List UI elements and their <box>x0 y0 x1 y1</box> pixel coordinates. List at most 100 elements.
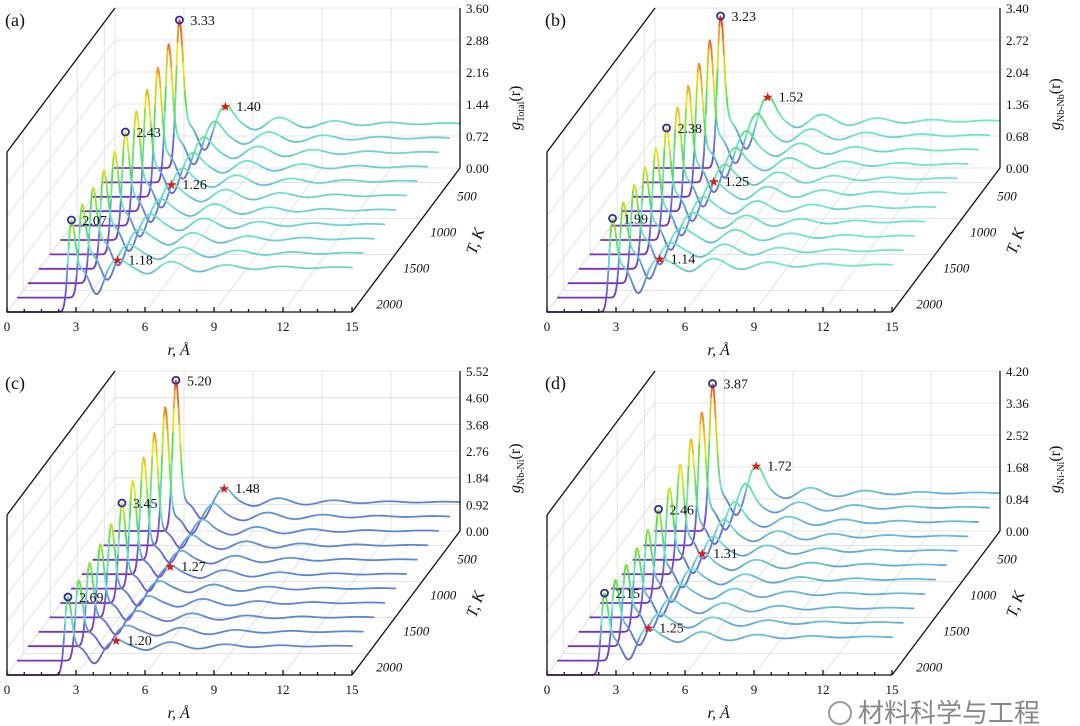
curve-segment <box>158 239 179 246</box>
curve-segment <box>109 601 116 607</box>
curve-segment <box>182 484 185 494</box>
gridline <box>6 103 116 249</box>
curve-segment <box>178 424 182 446</box>
curve-segment <box>107 540 110 558</box>
curve-segment <box>738 148 745 156</box>
curve-segment <box>236 518 250 522</box>
curve-segment <box>783 531 795 538</box>
curve-segment <box>93 590 96 600</box>
T-tick-label: 1500 <box>403 623 430 638</box>
curve-segment <box>693 465 696 481</box>
curve-T500 <box>103 43 451 184</box>
curve-segment <box>769 163 778 170</box>
curve-segment <box>166 558 175 564</box>
curve-segment <box>682 162 686 171</box>
curve-segment <box>270 571 291 575</box>
curve-segment <box>227 105 233 112</box>
curve-segment <box>104 582 108 591</box>
curve-segment <box>697 593 707 599</box>
curve-segment <box>120 502 125 511</box>
curve-segment <box>190 155 194 164</box>
curve-segment <box>661 165 665 187</box>
curve-segment <box>173 549 191 556</box>
curve-segment <box>774 232 812 239</box>
curve-segment <box>714 102 717 116</box>
curve-segment <box>164 85 167 111</box>
curve-segment <box>160 101 164 117</box>
curve-segment <box>785 121 794 128</box>
curve-segment <box>245 526 271 531</box>
curves <box>546 383 1001 676</box>
curve-segment <box>669 261 679 268</box>
curve-segment <box>729 167 736 174</box>
curve-segment <box>150 165 154 180</box>
curve-segment <box>112 537 116 549</box>
curve-segment <box>640 590 644 603</box>
curve-segment <box>265 131 274 134</box>
curve-segment <box>725 519 732 526</box>
curve-segment <box>718 530 723 538</box>
curve-segment <box>69 649 73 659</box>
curve-segment <box>74 594 78 610</box>
curve-segment <box>203 160 210 167</box>
curve-segment <box>183 539 189 547</box>
curve-segment <box>679 132 683 146</box>
curve-segment <box>679 603 688 610</box>
curve-segment <box>118 520 121 539</box>
gridline <box>546 402 656 548</box>
curve-segment <box>864 621 898 624</box>
curve-segment <box>281 556 301 560</box>
curve-segment <box>848 535 877 539</box>
curve-segment <box>314 120 329 127</box>
curve-segment <box>708 632 720 639</box>
curve-segment <box>842 577 874 581</box>
curve-segment <box>794 517 806 524</box>
curve-segment <box>150 633 164 637</box>
curve-segment <box>71 642 74 652</box>
curve-segment <box>263 120 271 127</box>
second-peak-label: 1.40 <box>236 100 261 115</box>
g-tick-label: 0.00 <box>1006 161 1029 176</box>
curve-segment <box>145 217 150 225</box>
curve-segment <box>255 615 375 620</box>
curve-segment <box>713 116 717 138</box>
curve-segment <box>226 543 237 549</box>
curve-segment <box>153 105 156 130</box>
curve-segment <box>155 264 163 271</box>
curve-segment <box>673 242 683 249</box>
curve-segment <box>701 94 705 110</box>
curve-segment <box>129 167 132 178</box>
curve-segment <box>113 605 120 612</box>
curve-segment <box>171 81 175 99</box>
curve-segment <box>140 463 144 480</box>
curve-segment <box>168 186 178 195</box>
curve-segment <box>128 157 131 169</box>
curve-segment <box>161 619 174 623</box>
curve-segment <box>200 539 208 546</box>
curve-segment <box>646 178 650 189</box>
curve-segment <box>732 217 739 224</box>
curve-T1100 <box>610 487 958 590</box>
curve-segment <box>804 592 834 597</box>
curve-segment <box>762 221 788 227</box>
second-peak-marker: ★ <box>654 251 666 266</box>
g-axis-title: gNb-Ni(r) <box>507 443 527 493</box>
curve-segment <box>810 146 819 152</box>
curve-segment <box>631 189 634 204</box>
curve-segment <box>731 158 740 165</box>
curve-segment <box>183 77 186 94</box>
curve-segment <box>106 555 110 574</box>
curve-segment <box>697 440 701 465</box>
g-tick-label: 2.76 <box>466 444 489 459</box>
curve-segment <box>84 223 88 233</box>
curve-segment <box>738 607 768 613</box>
curve-segment <box>758 106 762 115</box>
curve-segment <box>616 640 621 647</box>
curve-segment <box>205 236 215 243</box>
curve-segment <box>249 207 264 214</box>
curve-segment <box>654 529 658 547</box>
curve-T1100 <box>610 106 958 227</box>
r-tick-label: 15 <box>346 682 359 697</box>
curve-segment <box>83 209 86 218</box>
gridline <box>753 530 863 676</box>
